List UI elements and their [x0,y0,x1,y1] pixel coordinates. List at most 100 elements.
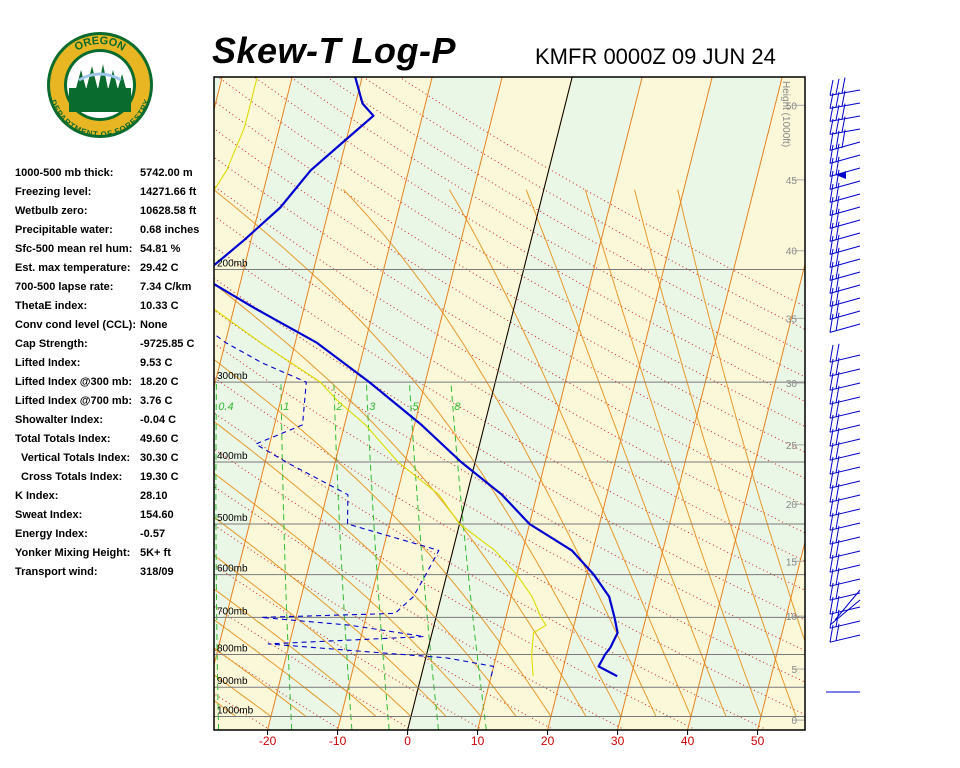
wind-barb-feather [829,358,834,377]
isotherm-band [0,77,152,730]
index-label: Transport wind: [15,566,98,578]
wind-barb-feather [829,526,834,545]
height-tick-label: 30 [786,379,798,390]
moist-adiabat [0,190,131,717]
wind-barb-feather [829,274,834,294]
isotherm-band [0,77,12,730]
index-row: Energy Index: -0.57 [15,528,215,547]
wind-barb-feather [835,623,840,642]
wind-barb-feather [829,313,834,333]
wind-barb-feather [835,208,840,228]
index-row: 1000-500 mb thick: 5742.00 m [15,167,215,186]
wind-barb-feather [835,169,840,189]
height-tick-label: 20 [786,500,798,511]
wind-barb-feather [829,540,834,559]
wind-barb-feather [835,399,840,418]
wind-barb-feather [829,484,834,503]
index-row: Cap Strength: -9725.85 C [15,338,215,357]
index-value: -9725.85 C [140,338,195,350]
index-label: ThetaE index: [15,300,88,312]
isotherm-line [547,77,713,730]
dry-adiabat [214,605,413,730]
wind-barb [829,494,861,503]
plot-area: 0.4 1 2 3 5 8 [0,77,805,730]
wind-barb-feather [835,286,840,306]
index-row: Cross Totals Index: 19.30 C [15,471,215,490]
height-tick-label: 50 [786,101,798,112]
wind-barb [829,297,861,307]
wind-barb-feather [835,357,840,376]
pressure-level-label: 900mb [217,676,248,687]
wind-barb-feather [841,90,846,107]
x-tick-label: 30 [611,734,625,748]
wind-barb [829,466,861,475]
wind-barb [829,564,861,573]
mixing-ratio-label: 1 [283,401,289,413]
wind-barb-feather [829,235,834,255]
moist-adiabat [0,190,201,717]
plot-frame [213,76,806,731]
wind-barb-feather [829,183,834,203]
height-tick-label: 25 [786,441,798,452]
index-row: Sfc-500 mean rel hum: 54.81 % [15,243,215,262]
dry-adiabat [254,77,805,402]
wind-barb-feather [835,117,840,134]
index-label: Lifted Index @300 mb: [15,376,133,388]
wind-barb-feather [829,105,834,122]
index-value: 29.42 C [140,262,179,274]
wind-barb [829,193,861,203]
isotherm-line [477,77,643,730]
pressure-level-label: 600mb [217,564,248,575]
height-tick-label: 5 [791,665,797,676]
wind-barb-feather [835,497,840,516]
height-tick-label: 45 [786,176,798,187]
wind-barb-feather [829,157,834,177]
index-row: Est. max temperature: 29.42 C [15,262,215,281]
wind-barb [829,508,861,517]
height-axis-label: Height (1000ft) [780,81,791,147]
wind-barb-feather [829,624,834,643]
wind-barb-feather [835,234,840,254]
dry-adiabat [214,448,697,730]
pressure-level-label: 200mb [217,258,248,269]
wind-barb-feather [841,103,846,120]
index-row: Showalter Index: -0.04 C [15,414,215,433]
index-row: Transport wind: 318/09 [15,566,215,585]
index-label: Precipitable water: [15,224,113,236]
index-label: 700-500 lapse rate: [15,281,114,293]
wind-barb-feather [835,78,840,95]
wind-barb-feather [835,195,840,215]
wind-barb [829,620,861,629]
wind-barb-feather [835,567,840,586]
wind-barb-feather [835,221,840,241]
wind-barb-feather [829,400,834,419]
mixing-ratio-label: 5 [413,401,420,413]
wind-barb [829,154,861,164]
index-value: 10628.58 ft [140,205,197,217]
pressure-level-label: 1000mb [217,705,254,716]
wind-barb-feather [829,79,834,96]
wind-barb [829,606,861,615]
wind-barb [829,536,861,545]
wind-barb [829,480,861,489]
wind-barb-feather [835,455,840,474]
index-label: Sweat Index: [15,509,83,521]
wind-barb [829,219,861,229]
wind-barb-feather [829,414,834,433]
wind-barb-feather [835,182,840,202]
moist-adiabat [214,647,307,717]
index-value: 318/09 [140,566,174,578]
wind-barb-feather [829,498,834,517]
wind-barb [829,180,861,190]
index-value: 49.60 C [140,433,179,445]
wind-barb [829,438,861,447]
moist-adiabat [634,189,797,717]
wind-barb-feather [829,428,834,447]
index-label: Vertical Totals Index: [21,452,131,464]
isotherm-band [617,77,805,730]
isotherm-band [477,77,713,730]
height-tick-label: 15 [786,557,798,568]
x-tick-label: 10 [471,734,485,748]
moist-adiabat [584,189,762,717]
wind-barb-feather [829,248,834,268]
